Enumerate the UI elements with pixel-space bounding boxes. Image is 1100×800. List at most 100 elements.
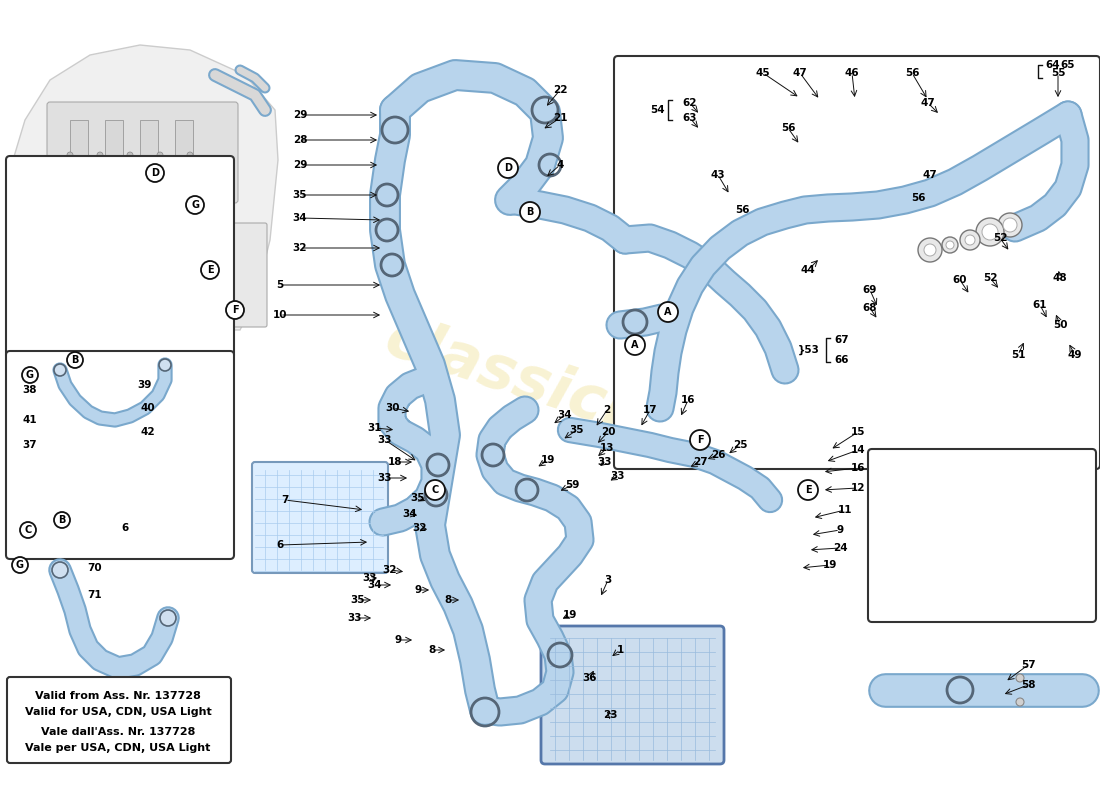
Text: B: B — [72, 355, 79, 365]
Text: 9: 9 — [415, 585, 421, 595]
Text: 29: 29 — [293, 160, 307, 170]
Circle shape — [116, 265, 165, 315]
FancyBboxPatch shape — [7, 677, 231, 763]
Circle shape — [39, 233, 82, 277]
Circle shape — [54, 364, 66, 376]
Text: 58: 58 — [1021, 680, 1035, 690]
Text: 24: 24 — [833, 543, 847, 553]
Circle shape — [43, 283, 67, 307]
Text: 54: 54 — [650, 105, 666, 115]
Circle shape — [52, 562, 68, 578]
Text: 31: 31 — [367, 423, 383, 433]
Text: 33: 33 — [610, 471, 625, 481]
Circle shape — [130, 280, 150, 300]
Text: E: E — [805, 485, 812, 495]
Text: G: G — [191, 200, 199, 210]
Text: 35: 35 — [570, 425, 584, 435]
Text: 71: 71 — [88, 590, 102, 600]
Text: 57: 57 — [1021, 660, 1035, 670]
Text: 46: 46 — [845, 68, 859, 78]
Circle shape — [520, 202, 540, 222]
Text: 15: 15 — [850, 427, 866, 437]
Text: 12: 12 — [850, 483, 866, 493]
FancyBboxPatch shape — [541, 626, 724, 764]
Text: 60: 60 — [953, 275, 967, 285]
Circle shape — [918, 238, 942, 262]
Text: 47: 47 — [923, 170, 937, 180]
Circle shape — [982, 224, 998, 240]
Text: G: G — [26, 370, 34, 380]
Text: 6: 6 — [121, 523, 129, 533]
Text: C: C — [431, 485, 439, 495]
Circle shape — [77, 322, 82, 328]
Text: D: D — [504, 163, 512, 173]
Text: 44: 44 — [801, 265, 815, 275]
Circle shape — [20, 522, 36, 538]
Text: 23: 23 — [603, 710, 617, 720]
Circle shape — [226, 301, 244, 319]
Circle shape — [201, 261, 219, 279]
Circle shape — [177, 322, 183, 328]
Circle shape — [97, 152, 103, 158]
Bar — [70, 120, 88, 160]
Circle shape — [946, 241, 954, 249]
Text: 41: 41 — [23, 415, 37, 425]
Circle shape — [126, 152, 133, 158]
Text: 16: 16 — [850, 463, 866, 473]
Circle shape — [146, 164, 164, 182]
Text: D: D — [151, 168, 160, 178]
Text: 56: 56 — [904, 68, 920, 78]
Text: 5: 5 — [276, 280, 284, 290]
Text: 63: 63 — [683, 113, 697, 123]
Text: 21: 21 — [552, 113, 568, 123]
Text: 56: 56 — [781, 123, 795, 133]
Text: 14: 14 — [850, 445, 866, 455]
Text: 8: 8 — [428, 645, 436, 655]
Text: 39: 39 — [138, 380, 152, 390]
Text: 33: 33 — [377, 435, 393, 445]
Text: 66: 66 — [835, 355, 849, 365]
Circle shape — [998, 213, 1022, 237]
Circle shape — [187, 152, 192, 158]
Text: 32: 32 — [412, 523, 427, 533]
Text: 27: 27 — [693, 457, 707, 467]
Text: 11: 11 — [838, 505, 853, 515]
Bar — [104, 120, 123, 160]
Text: 35: 35 — [410, 493, 426, 503]
Text: 10: 10 — [273, 310, 287, 320]
Circle shape — [498, 158, 518, 178]
Text: 19: 19 — [823, 560, 837, 570]
Text: 29: 29 — [293, 110, 307, 120]
Text: 3: 3 — [604, 575, 612, 585]
Text: 47: 47 — [921, 98, 935, 108]
Text: 61: 61 — [1033, 300, 1047, 310]
Bar — [175, 120, 192, 160]
Text: 35: 35 — [351, 595, 365, 605]
Text: 68: 68 — [862, 303, 878, 313]
Text: 34: 34 — [403, 509, 417, 519]
Text: 33: 33 — [597, 457, 613, 467]
Text: 34: 34 — [367, 580, 383, 590]
Circle shape — [965, 235, 975, 245]
Circle shape — [960, 230, 980, 250]
Text: B: B — [526, 207, 534, 217]
Text: Vale dall'Ass. Nr. 137728: Vale dall'Ass. Nr. 137728 — [41, 727, 195, 737]
Text: 19: 19 — [563, 610, 578, 620]
Text: 69: 69 — [862, 285, 877, 295]
Text: A: A — [631, 340, 639, 350]
FancyBboxPatch shape — [18, 223, 267, 327]
Text: 38: 38 — [23, 385, 37, 395]
Text: 20: 20 — [601, 427, 615, 437]
Polygon shape — [10, 45, 278, 330]
Text: 47: 47 — [793, 68, 807, 78]
Circle shape — [924, 244, 936, 256]
Text: 56: 56 — [911, 193, 925, 203]
Circle shape — [82, 178, 97, 192]
Text: 48: 48 — [1053, 273, 1067, 283]
Text: 32: 32 — [383, 565, 397, 575]
Circle shape — [425, 480, 446, 500]
Text: 26: 26 — [711, 450, 725, 460]
Text: 56: 56 — [735, 205, 749, 215]
Text: 35: 35 — [293, 190, 307, 200]
Text: 43: 43 — [711, 170, 725, 180]
